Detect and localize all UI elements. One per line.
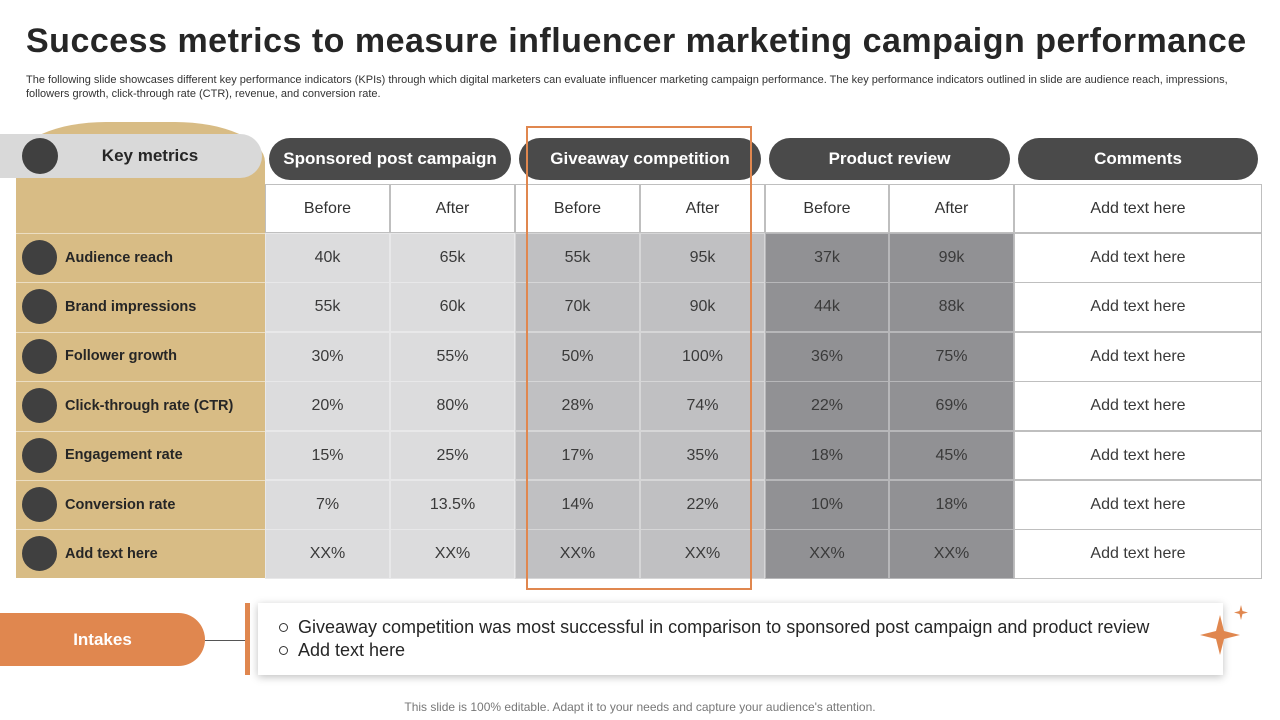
group-header: Giveaway competition [519, 138, 761, 180]
row-divider [16, 233, 265, 234]
group-header: Product review [769, 138, 1010, 180]
row-icon [22, 289, 57, 325]
table-cell: 7% [265, 480, 390, 530]
table-cell: 45% [889, 430, 1014, 481]
subheader-cell: Before [765, 184, 889, 233]
intakes-point: Giveaway competition was most successful… [278, 616, 1149, 639]
connector [205, 640, 245, 641]
metrics-panel [16, 122, 265, 578]
row-divider [16, 331, 265, 333]
table-cell: Add text here [1014, 480, 1262, 530]
table-cell: 25% [390, 430, 515, 481]
table-cell: 99k [889, 233, 1014, 283]
table-cell: Add text here [1014, 430, 1262, 481]
table-cell: 95k [640, 233, 765, 283]
row-icon [22, 487, 57, 522]
table-cell: 40k [265, 233, 390, 283]
table-cell: 80% [390, 381, 515, 432]
title: Success metrics to measure influencer ma… [26, 22, 1247, 60]
row-divider [16, 430, 265, 432]
metric-label: Audience reach [65, 249, 173, 266]
table-cell: 90k [640, 282, 765, 333]
intakes-label: Intakes [0, 613, 205, 666]
group-header: Sponsored post campaign [269, 138, 511, 180]
row-divider [16, 480, 265, 481]
row-icon [22, 240, 57, 275]
table-cell: 13.5% [390, 480, 515, 530]
subheader-cell: After [889, 184, 1014, 233]
subheader-cell: Before [265, 184, 390, 233]
table-cell: XX% [765, 529, 889, 580]
bullet [279, 623, 288, 632]
intakes-point: Add text here [278, 639, 405, 662]
table-cell: 55% [390, 331, 515, 382]
table-cell: 70k [515, 282, 640, 333]
row-icon [22, 536, 57, 572]
table-cell: Add text here [1014, 233, 1262, 283]
table-cell: 30% [265, 331, 390, 382]
table-cell: 20% [265, 381, 390, 432]
table-cell: 65k [390, 233, 515, 283]
table-cell: XX% [390, 529, 515, 580]
table-cell: XX% [515, 529, 640, 580]
table-cell: 17% [515, 430, 640, 481]
subheader-cell: After [390, 184, 515, 233]
table-cell: 28% [515, 381, 640, 432]
metric-label: Add text here [65, 546, 158, 563]
table-cell: 18% [765, 430, 889, 481]
table-cell: Add text here [1014, 381, 1262, 432]
description: The following slide showcases different … [26, 74, 1228, 100]
table-cell: 14% [515, 480, 640, 530]
table-cell: 22% [640, 480, 765, 530]
metric-label: Brand impressions [65, 299, 197, 316]
subheader-cell: After [640, 184, 765, 233]
row-divider [16, 282, 265, 284]
table-cell: 44k [765, 282, 889, 333]
table-cell: 50% [515, 331, 640, 382]
table-cell: 55k [265, 282, 390, 333]
table-cell: 37k [765, 233, 889, 283]
table-cell: XX% [265, 529, 390, 580]
table-cell: 36% [765, 331, 889, 382]
group-header: Comments [1018, 138, 1258, 180]
metric-label: Conversion rate [65, 496, 176, 513]
intakes-area: Intakes Giveaway competition was most suc… [0, 603, 1280, 683]
table-cell: 18% [889, 480, 1014, 530]
table-cell: 55k [515, 233, 640, 283]
highlight-frame [526, 126, 752, 590]
row-divider [16, 381, 265, 383]
table-cell: XX% [889, 529, 1014, 580]
table-cell: 15% [265, 430, 390, 481]
row-divider [16, 529, 265, 531]
star-icon [1200, 605, 1248, 655]
table-cell: 69% [889, 381, 1014, 432]
table-cell: XX% [640, 529, 765, 580]
metric-label: Follower growth [65, 348, 177, 365]
footer: This slide is 100% editable. Adapt it to… [404, 700, 876, 714]
metric-label: Click-through rate (CTR) [65, 397, 234, 414]
table-cell: Add text here [1014, 529, 1262, 580]
table-cell: Add text here [1014, 331, 1262, 382]
table-cell: 88k [889, 282, 1014, 333]
subheader-cell: Add text here [1014, 184, 1262, 233]
table-cell: 75% [889, 331, 1014, 382]
table-cell: Add text here [1014, 282, 1262, 333]
table-cell: 35% [640, 430, 765, 481]
table-cell: 74% [640, 381, 765, 432]
intakes-box [258, 603, 1223, 675]
row-icon [22, 388, 57, 424]
row-icon [22, 338, 57, 374]
subheader-cell: Before [515, 184, 640, 233]
table-cell: 22% [765, 381, 889, 432]
corner-icon [22, 138, 58, 174]
table-cell: 10% [765, 480, 889, 530]
row-icon [22, 437, 57, 473]
table-cell: 60k [390, 282, 515, 333]
accent-bar [245, 603, 250, 675]
metric-label: Engagement rate [65, 447, 183, 464]
bullet [279, 646, 288, 655]
